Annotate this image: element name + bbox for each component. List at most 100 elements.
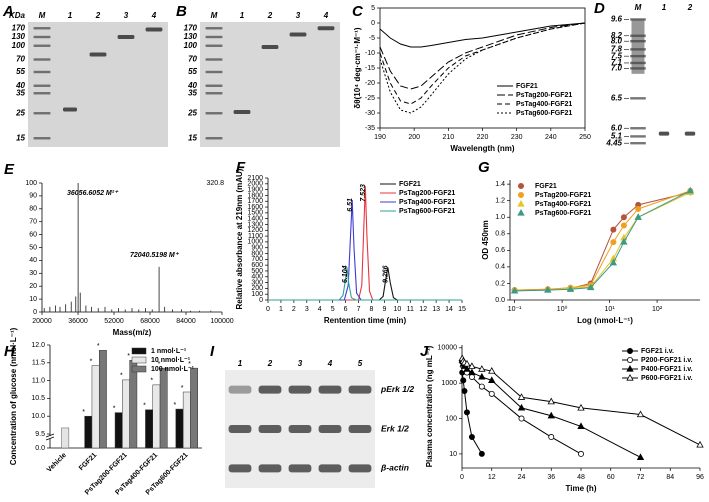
bar [122,379,130,449]
point [461,388,468,395]
y-tick-label: 0.6 [495,247,505,254]
legend-marker [627,347,634,354]
marker-label: 100 [184,41,198,50]
x-tick-label: FGF21 [78,452,98,472]
x-tick-label: 10 [393,306,401,313]
point [636,453,645,460]
significance-mark: * [181,385,184,392]
legend-label: FGF21 i.v. [641,348,674,355]
peak-label: 9.266 [383,265,390,283]
ladder-band [630,127,646,130]
ladder-band [205,137,223,140]
bar [98,350,107,449]
y-tick-label: 100 [251,291,263,298]
protein-band [145,27,163,32]
marker-label: 5.1 [611,132,623,141]
lane-label: 2 [95,11,101,20]
y-tick-label: 20 [29,283,37,290]
marker-label: 9.6 [611,15,623,24]
marker-label: 170 [12,23,26,32]
unit-label: KDa [9,11,26,20]
ladder-band [205,58,223,61]
lane-label: 1 [238,359,243,368]
legend-label: PsTag400-FGF21 [516,101,572,108]
legend-label: PsTag400-FGF21 [535,201,591,208]
lane-label: 4 [323,11,329,20]
blot-band [258,464,282,473]
point [696,440,704,448]
blot-band [288,464,312,473]
point [517,403,526,411]
x-tick-label: 36 [547,474,555,481]
marker-label: 7.1 [611,58,623,67]
series-line [379,22,586,105]
protein-band [117,35,135,39]
y-tick-label: 1600 [247,204,263,211]
bar [159,367,168,449]
legend-swatch [131,347,147,355]
y-tick-label: 1.0 [495,214,505,221]
y-tick-label: 10.5 [31,395,45,402]
axis-break [45,433,55,438]
legend-label: P600-FGF21 i.v. [641,375,693,382]
ladder-band [33,112,51,115]
x-tick-label: 240 [545,134,557,141]
peak-label: 7.523 [360,184,367,202]
x-tick-label: 24 [518,474,526,481]
series-line [268,186,462,301]
protein-band [233,110,251,114]
ladder-band [630,18,646,21]
panel-letter: G [478,159,490,176]
significance-mark: * [113,405,116,412]
x-tick-label: 5 [331,306,335,313]
y-tick-label: 9.5 [35,431,45,438]
x-tick-label: 250 [579,134,591,141]
panel-letter: F [236,159,246,176]
x-axis-label: Rentention time (min) [324,316,407,325]
x-tick-label: 200 [408,134,420,141]
significance-mark: * [97,343,100,350]
legend-label: PsTag400-FGF21 [399,199,455,206]
ladder-band [205,70,223,74]
x-tick-label: 10⁻¹ [508,306,522,313]
point [547,397,555,405]
panel-letter: H [4,343,16,360]
x-tick-label: 9 [382,306,386,313]
marker-label: 8.2 [611,31,623,40]
ladder-band [205,27,223,30]
point [510,286,519,294]
y-tick-label: 10.0 [31,413,45,420]
x-tick-label: 1 [279,306,283,313]
legend-label: PsTag200-FGF21 [535,192,591,199]
legend-label: 10 nmol·L⁻¹ [151,357,191,364]
y-tick-label: 1.4 [495,181,505,188]
significance-mark: * [120,373,123,380]
panel-letter: D [594,0,605,17]
marker-label: 7.0 [611,64,623,73]
blot-band [288,385,312,394]
bar [175,408,184,449]
ladder-band [33,35,51,39]
y-tick-label: 1.2 [495,198,505,205]
legend-label: PsTag600-FGF21 [399,208,455,215]
y-tick-label: 100 [445,415,457,422]
row-label: pErk 1/2 [380,384,414,394]
significance-mark: * [150,378,153,385]
panel-letter: J [420,343,429,360]
x-tick-label: 60 [607,474,615,481]
lane-label: 3 [296,11,301,20]
x-tick-label: 190 [374,134,386,141]
point [544,286,552,293]
x-tick-label: 68000 [140,318,160,325]
panel-letter: B [176,3,187,20]
legend-marker [517,208,525,216]
y-tick-label: 80 [29,206,37,213]
y-tick-label: 10 [29,296,37,303]
x-tick-label: 10⁰ [557,305,568,313]
x-tick-label: 2 [292,306,296,313]
legend-label: FGF21 [535,183,557,190]
y-tick-label: 1000 [247,239,263,246]
y-tick-label: 600 [251,262,263,269]
y-tick-label: -25 [365,95,375,102]
